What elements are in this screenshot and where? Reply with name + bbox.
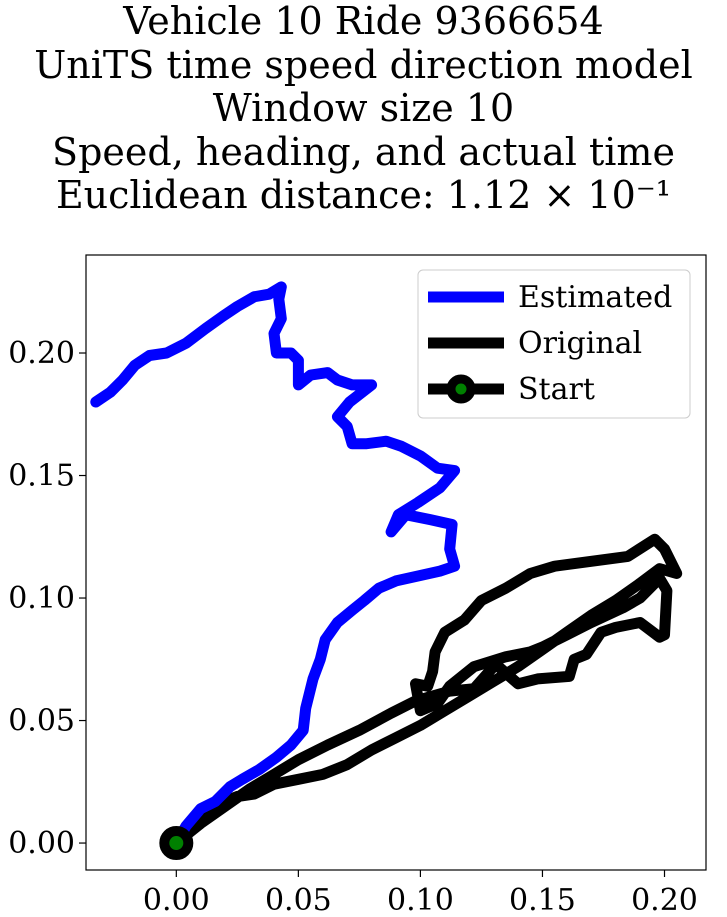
- y-tick-label: 0.20: [8, 336, 75, 371]
- legend: Estimated Original Start: [417, 269, 691, 419]
- x-axis: 0.00 0.05 0.10 0.15 0.20: [143, 870, 698, 917]
- title-line-4: Speed, heading, and actual time: [52, 129, 675, 174]
- chart-title: Vehicle 10 Ride 9366654 UniTS time speed…: [0, 0, 727, 218]
- title-line-5: Euclidean distance: 1.12 × 10⁻¹: [55, 173, 672, 217]
- legend-box: [417, 269, 691, 419]
- legend-label-original: Original: [518, 326, 642, 361]
- x-tick-label: 0.10: [387, 883, 454, 917]
- y-tick-label: 0.10: [8, 581, 75, 616]
- y-tick-label: 0.00: [8, 826, 75, 861]
- y-tick-label: 0.05: [8, 704, 75, 739]
- x-tick-label: 0.00: [143, 883, 210, 917]
- series-line-original: [170, 533, 683, 849]
- series-line-estimated: [90, 281, 461, 849]
- title-line-1: Vehicle 10 Ride 9366654: [123, 0, 604, 43]
- x-tick-label: 0.15: [509, 883, 576, 917]
- x-tick-label: 0.05: [265, 883, 332, 917]
- axes-frame: [85, 254, 707, 871]
- x-tick-label: 0.20: [631, 883, 698, 917]
- legend-label-estimated: Estimated: [518, 280, 672, 315]
- y-tick-label: 0.15: [8, 459, 75, 494]
- legend-label-start: Start: [518, 372, 595, 407]
- title-line-3: Window size 10: [212, 86, 515, 130]
- y-axis: 0.00 0.05 0.10 0.15 0.20: [8, 336, 86, 861]
- start-marker: [159, 826, 194, 861]
- series-layer: [90, 281, 683, 861]
- title-line-2: UniTS time speed direction model: [34, 42, 693, 87]
- legend-start-marker: [446, 374, 476, 404]
